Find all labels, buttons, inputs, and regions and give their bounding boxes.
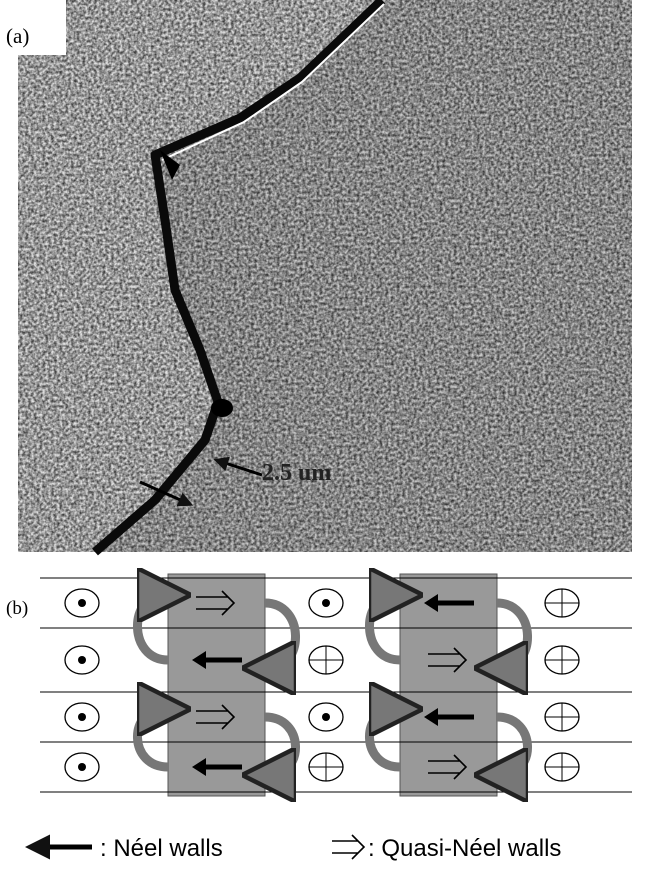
wall-box xyxy=(400,574,497,796)
dot xyxy=(78,599,86,607)
legend: : Néel walls : Quasi-Néel walls xyxy=(40,835,561,862)
legend-label: : Néel walls xyxy=(100,835,223,862)
dot xyxy=(78,763,86,771)
dot xyxy=(78,713,86,721)
figure: 2.5 um (a) (b) : Néel walls : Quasi-Néel… xyxy=(0,0,650,876)
micrograph: 2.5 um (a) xyxy=(0,0,632,552)
wall-box xyxy=(168,574,265,796)
dot xyxy=(322,713,330,721)
panel-label: (b) xyxy=(6,598,28,619)
dot xyxy=(322,599,330,607)
rotation-arrow xyxy=(137,709,168,767)
legend-label: : Quasi-Néel walls xyxy=(368,835,561,862)
domain-diagram: (b) xyxy=(6,574,632,796)
rotation-arrow xyxy=(369,709,400,767)
rotation-arrow xyxy=(497,717,528,775)
rotation-arrow xyxy=(265,603,296,668)
panel-label: (a) xyxy=(6,24,29,48)
scale-label: 2.5 um xyxy=(262,460,331,486)
rotation-arrow xyxy=(265,717,296,775)
dot xyxy=(78,656,86,664)
rotation-arrow xyxy=(497,603,528,668)
